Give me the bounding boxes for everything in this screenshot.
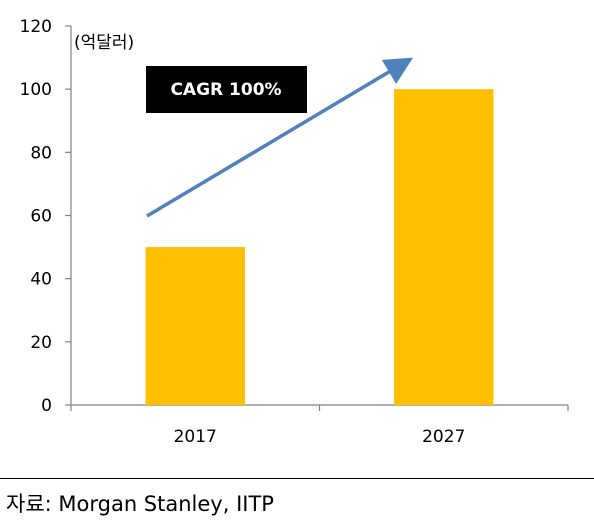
x-axis bbox=[70, 404, 569, 411]
x-tick-label: 2027 bbox=[422, 427, 465, 447]
cagr-box bbox=[146, 66, 307, 113]
bar-2017 bbox=[145, 247, 245, 405]
divider bbox=[0, 478, 594, 479]
y-axis: 0 20 40 60 80 100 120 bbox=[20, 17, 72, 416]
cagr-arrow bbox=[146, 57, 414, 218]
y-tick-label: 100 bbox=[20, 80, 52, 100]
y-unit-label: (억달러) bbox=[74, 33, 134, 53]
y-tick-label: 0 bbox=[41, 396, 52, 416]
bars bbox=[145, 89, 494, 406]
cagr-annotation: CAGR 100% bbox=[146, 57, 414, 218]
y-tick-label: 20 bbox=[30, 333, 52, 353]
y-tick-label: 60 bbox=[30, 207, 52, 227]
y-tick-label: 120 bbox=[20, 17, 52, 37]
bar-2027 bbox=[394, 89, 494, 406]
y-tick-label: 80 bbox=[30, 143, 52, 163]
bar-chart: 0 20 40 60 80 100 120 2017 2027 (억달러) CAGR 100% bbox=[20, 17, 569, 447]
x-tick-labels: 2017 2027 bbox=[174, 427, 466, 447]
x-tick-label: 2017 bbox=[174, 427, 217, 447]
source-note: 자료: Morgan Stanley, IITP bbox=[6, 492, 274, 516]
y-tick-label: 40 bbox=[30, 270, 52, 290]
cagr-label: CAGR 100% bbox=[170, 80, 281, 100]
